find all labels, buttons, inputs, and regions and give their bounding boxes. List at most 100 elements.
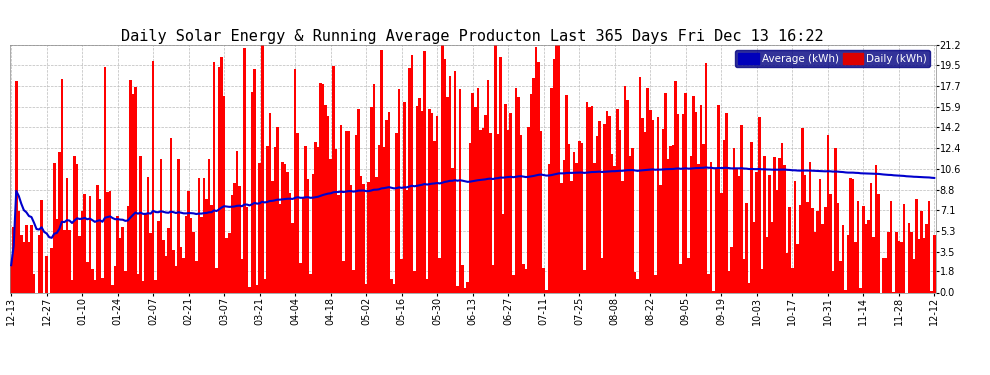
- Bar: [299, 263, 302, 292]
- Bar: [507, 130, 510, 292]
- Bar: [332, 66, 335, 292]
- Bar: [692, 96, 695, 292]
- Legend: Average (kWh), Daily (kWh): Average (kWh), Daily (kWh): [736, 50, 931, 68]
- Bar: [91, 269, 94, 292]
- Bar: [916, 198, 918, 292]
- Bar: [763, 156, 765, 292]
- Bar: [192, 232, 195, 292]
- Bar: [114, 266, 117, 292]
- Bar: [844, 290, 846, 292]
- Bar: [903, 204, 905, 292]
- Bar: [203, 178, 205, 292]
- Bar: [476, 88, 479, 292]
- Bar: [258, 163, 261, 292]
- Bar: [314, 142, 317, 292]
- Bar: [198, 178, 200, 292]
- Bar: [135, 87, 137, 292]
- Bar: [403, 102, 406, 292]
- Bar: [362, 184, 365, 292]
- Bar: [872, 237, 875, 292]
- Bar: [895, 232, 898, 292]
- Bar: [233, 183, 236, 292]
- Bar: [172, 250, 175, 292]
- Bar: [661, 129, 664, 292]
- Bar: [137, 274, 140, 292]
- Bar: [99, 199, 101, 292]
- Bar: [418, 98, 421, 292]
- Bar: [598, 121, 601, 292]
- Bar: [560, 183, 562, 292]
- Bar: [674, 81, 677, 292]
- Bar: [877, 194, 880, 292]
- Bar: [393, 284, 395, 292]
- Bar: [864, 224, 867, 292]
- Bar: [827, 135, 829, 292]
- Bar: [923, 238, 926, 292]
- Bar: [286, 172, 289, 292]
- Bar: [710, 162, 713, 292]
- Bar: [578, 141, 580, 292]
- Bar: [760, 269, 763, 292]
- Bar: [147, 177, 149, 292]
- Bar: [200, 217, 203, 292]
- Bar: [380, 50, 383, 292]
- Bar: [446, 98, 448, 292]
- Bar: [898, 241, 900, 292]
- Bar: [517, 97, 520, 292]
- Bar: [804, 175, 806, 292]
- Bar: [106, 192, 109, 292]
- Bar: [659, 185, 661, 292]
- Bar: [164, 256, 167, 292]
- Bar: [562, 160, 565, 292]
- Bar: [291, 223, 294, 292]
- Bar: [385, 120, 388, 292]
- Bar: [124, 272, 127, 292]
- Bar: [583, 270, 585, 292]
- Bar: [520, 135, 522, 292]
- Bar: [453, 70, 456, 292]
- Bar: [497, 134, 499, 292]
- Bar: [687, 258, 690, 292]
- Bar: [783, 165, 786, 292]
- Bar: [464, 288, 466, 292]
- Bar: [677, 114, 679, 292]
- Bar: [829, 194, 832, 292]
- Bar: [221, 57, 223, 292]
- Bar: [481, 128, 484, 292]
- Bar: [58, 152, 60, 292]
- Bar: [377, 145, 380, 292]
- Bar: [261, 45, 263, 292]
- Bar: [545, 291, 547, 292]
- Bar: [145, 213, 147, 292]
- Bar: [672, 145, 674, 292]
- Bar: [284, 164, 286, 292]
- Bar: [626, 100, 629, 292]
- Bar: [154, 280, 157, 292]
- Bar: [928, 201, 931, 292]
- Bar: [421, 111, 424, 292]
- Bar: [654, 275, 656, 292]
- Bar: [322, 84, 325, 292]
- Bar: [83, 194, 86, 292]
- Bar: [357, 109, 360, 292]
- Bar: [585, 102, 588, 292]
- Bar: [750, 142, 753, 292]
- Bar: [796, 244, 799, 292]
- Bar: [814, 232, 817, 292]
- Bar: [276, 128, 279, 292]
- Bar: [38, 235, 41, 292]
- Bar: [117, 216, 119, 292]
- Bar: [720, 192, 723, 292]
- Bar: [801, 128, 804, 292]
- Bar: [809, 162, 811, 292]
- Bar: [885, 258, 887, 292]
- Bar: [307, 179, 309, 292]
- Bar: [596, 136, 598, 292]
- Bar: [510, 113, 512, 292]
- Bar: [679, 264, 682, 292]
- Bar: [304, 146, 307, 292]
- Bar: [533, 78, 535, 292]
- Bar: [487, 80, 489, 292]
- Bar: [223, 96, 226, 292]
- Bar: [859, 288, 862, 292]
